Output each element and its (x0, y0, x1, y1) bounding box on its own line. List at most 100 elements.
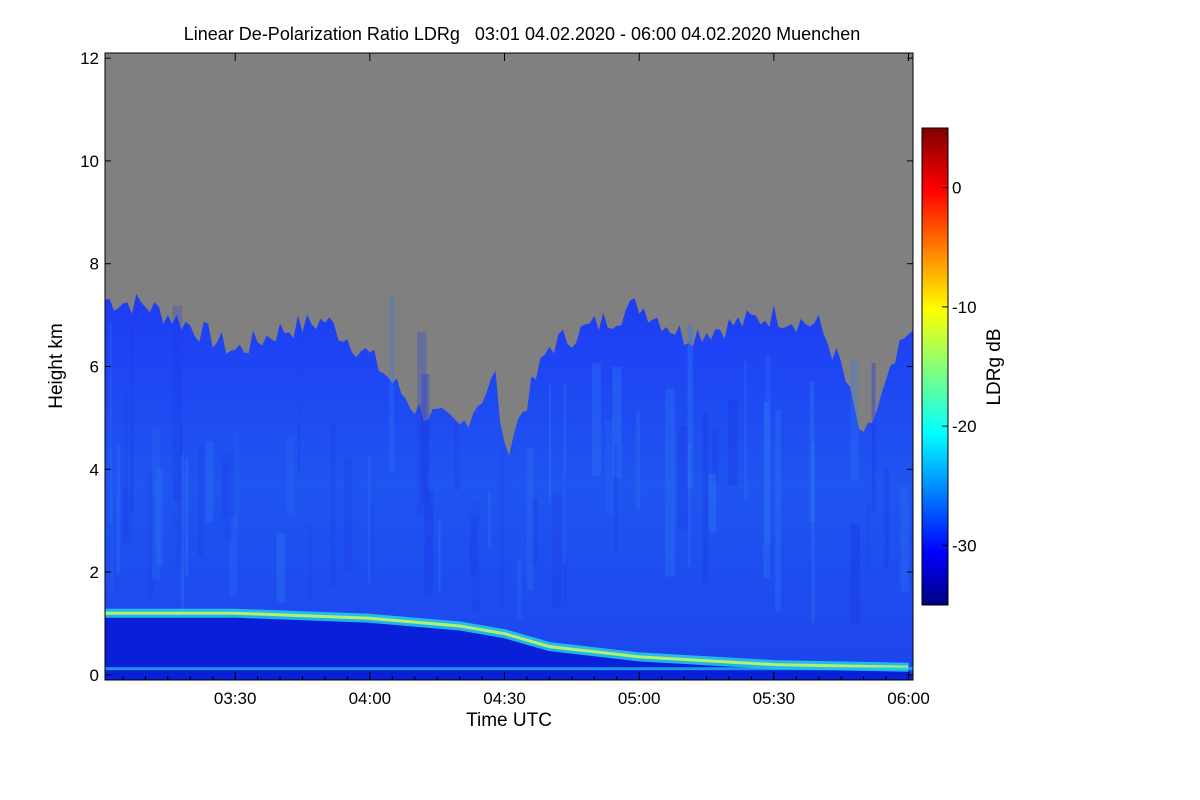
cloud-streak (130, 328, 134, 512)
cloud-streak (900, 486, 909, 592)
cloud-streak (206, 441, 214, 523)
cloud-streak (549, 384, 552, 503)
chart-title: Linear De-Polarization Ratio LDRg 03:01 … (184, 24, 860, 44)
cloud-streak (743, 361, 748, 501)
cloud-streak (688, 443, 691, 567)
cloud-streak (185, 458, 188, 577)
y-tick-label: 0 (90, 666, 99, 685)
y-axis: 0 2 4 6 8 10 12 (80, 49, 913, 685)
x-tick-label: 05:30 (753, 689, 796, 708)
cloud-streak (229, 515, 237, 598)
y-axis-title: Height km (46, 323, 67, 409)
cloud-streak (765, 355, 771, 544)
cloud-streak (727, 399, 738, 486)
cloud-streak (417, 331, 427, 517)
cloud-streak (424, 491, 434, 596)
cloud-streak (614, 444, 618, 555)
cloud-streak (151, 426, 160, 581)
cloud-streak (421, 374, 430, 503)
cloud-streak (370, 505, 374, 573)
cloud-streak (197, 445, 204, 556)
cloud-streak (612, 367, 622, 478)
cloud-streak (180, 455, 184, 622)
cloud-streak (147, 473, 154, 600)
y-tick-label: 8 (90, 255, 99, 274)
x-axis: 03:30 04:00 04:30 05:00 05:30 06:00 (122, 53, 930, 708)
x-tick-label: 06:00 (887, 689, 930, 708)
cloud-streak (223, 451, 233, 542)
cloud-streak (531, 499, 538, 565)
cloud-streak (711, 428, 719, 483)
colorbar-tick-label: -10 (952, 298, 977, 317)
cloud-streak (488, 491, 491, 548)
cloud-streak (286, 434, 295, 517)
cloud-streak (665, 389, 675, 577)
cloud-streak (174, 480, 184, 571)
y-tick-label: 6 (90, 358, 99, 377)
boundary-layer-top-core (105, 611, 909, 669)
cloud-streak (884, 468, 889, 570)
cloud-streak (368, 455, 371, 584)
x-tick-label: 05:00 (618, 689, 661, 708)
cloud-streak (702, 412, 709, 585)
cloud-streak (763, 401, 770, 578)
cloud-streak (344, 459, 353, 571)
colorbar-tick-label: -30 (952, 536, 977, 555)
colorbar-tick-label: -20 (952, 417, 977, 436)
cloud-streak (871, 363, 876, 513)
cloud-streak (564, 472, 567, 599)
cloud-streak (499, 450, 505, 608)
cloud-streak (172, 305, 183, 501)
cloud-streak (552, 493, 562, 608)
cloud-streak (235, 430, 239, 533)
cloud-streak (122, 487, 133, 545)
cloud-streak (687, 325, 693, 489)
cloud-streak (592, 362, 601, 477)
x-axis-title: Time UTC (466, 710, 552, 731)
ground-echo (105, 667, 913, 671)
cloud-streak (330, 423, 336, 588)
cloud-streak (775, 410, 781, 612)
cloud-streak (605, 420, 614, 515)
cloud-streak (469, 518, 477, 575)
colorbar-axis: 0 -10 -20 -30 (942, 179, 977, 555)
y-tick-label: 4 (90, 460, 99, 479)
colorbar-title: LDRg dB (984, 328, 1005, 405)
cloud-streak (850, 360, 859, 481)
cloud-streak (677, 426, 688, 530)
cloud-streak (111, 498, 114, 596)
cloud-streak (850, 523, 860, 624)
cloud-streak (307, 523, 312, 598)
cloud-streak (180, 426, 183, 549)
cloud-streak (517, 558, 522, 620)
cloud-streak (389, 295, 395, 473)
cloud-region (105, 294, 913, 680)
y-tick-label: 2 (90, 563, 99, 582)
cloud-streak (220, 461, 229, 515)
cloud-streak (109, 323, 112, 526)
plot-area (105, 53, 913, 680)
cloud-streak (297, 325, 300, 473)
y-tick-label: 10 (80, 152, 99, 171)
x-tick-label: 04:30 (483, 689, 526, 708)
y-tick-label: 12 (80, 49, 99, 68)
cloud-streak (811, 441, 815, 624)
cloud-streak (116, 444, 120, 574)
colorbar-tick-label: 0 (952, 179, 961, 198)
x-tick-label: 04:00 (349, 689, 392, 708)
cloud-streak (471, 500, 480, 614)
cloud-streak (708, 473, 717, 532)
cloud-streak (526, 448, 534, 591)
colorbar (921, 127, 949, 606)
cloud-streak (563, 384, 567, 564)
cloud-streak (123, 390, 128, 537)
cloud-streak (636, 410, 641, 510)
cloud-streak (867, 505, 870, 570)
cloud-streak (276, 533, 285, 603)
cloud-streak (155, 468, 163, 567)
cloud-streak (453, 422, 460, 490)
cloud-streak (438, 519, 441, 592)
cloud-streak (809, 381, 815, 522)
x-tick-label: 03:30 (214, 689, 257, 708)
